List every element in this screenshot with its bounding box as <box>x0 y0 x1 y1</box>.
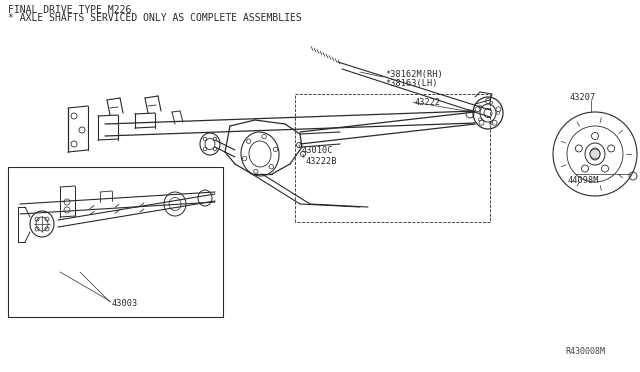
Text: *38162M(RH): *38162M(RH) <box>385 70 443 78</box>
Text: *38163(LH): *38163(LH) <box>385 78 438 87</box>
Text: 43222: 43222 <box>415 97 441 106</box>
Text: FINAL DRIVE TYPE M226: FINAL DRIVE TYPE M226 <box>8 5 131 15</box>
Text: * AXLE SHAFTS SERVICED ONLY AS COMPLETE ASSEMBLIES: * AXLE SHAFTS SERVICED ONLY AS COMPLETE … <box>8 13 301 23</box>
Circle shape <box>590 149 600 159</box>
Text: 43010C: 43010C <box>302 145 333 154</box>
Text: 43207: 43207 <box>570 93 596 102</box>
Text: 44098M: 44098M <box>568 176 600 185</box>
Text: 43222B: 43222B <box>306 157 337 166</box>
Text: 43003: 43003 <box>112 299 138 308</box>
Text: R430008M: R430008M <box>565 347 605 356</box>
Bar <box>8 167 223 317</box>
